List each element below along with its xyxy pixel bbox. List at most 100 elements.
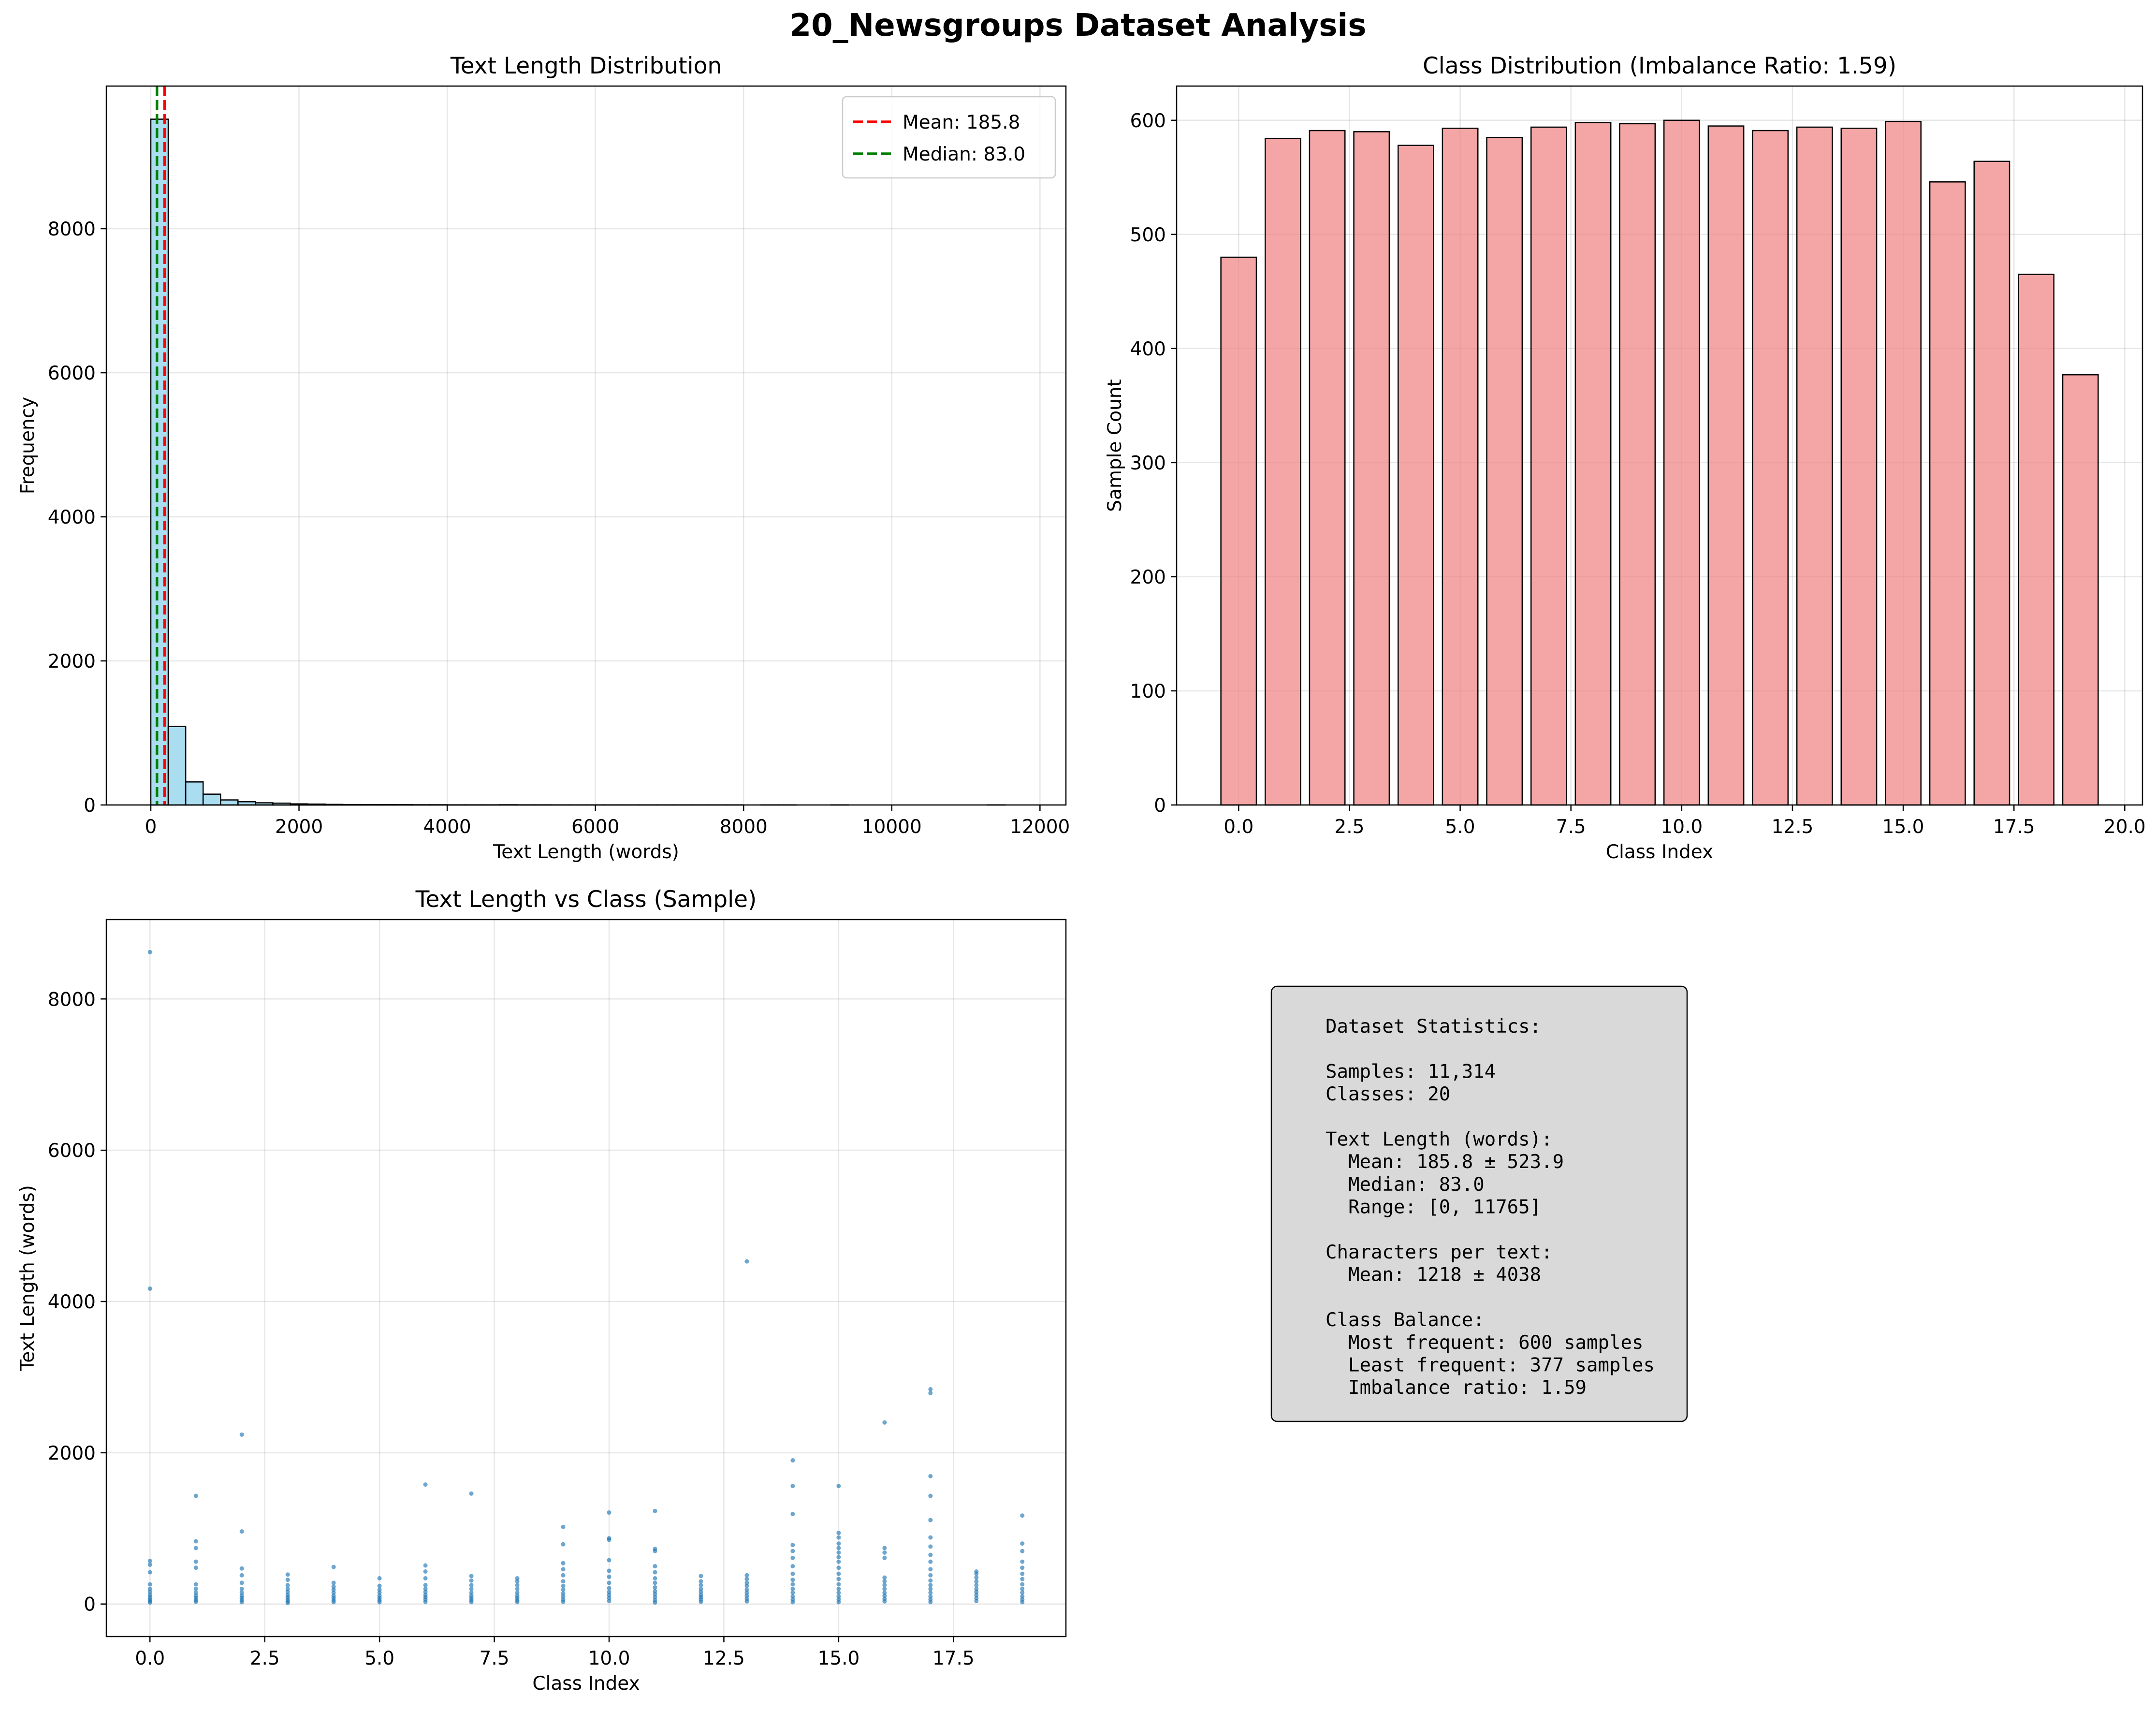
scatter-point — [193, 1590, 198, 1595]
scatter-point — [515, 1586, 520, 1591]
scatter-point — [744, 1573, 749, 1578]
histogram-bars — [150, 118, 1006, 806]
scatter-point — [377, 1587, 382, 1592]
y-axis-label: Frequency — [17, 397, 39, 494]
scatter-point — [331, 1587, 336, 1592]
dataset-stats-box: Dataset Statistics: Samples: 11,314Classe… — [1270, 985, 1688, 1422]
scatter-point — [147, 1590, 152, 1594]
scatter-point — [653, 1600, 657, 1605]
scatter-point — [469, 1586, 474, 1591]
scatter-point — [699, 1586, 703, 1591]
scatter-point — [1020, 1549, 1025, 1553]
y-tick-label: 200 — [1130, 567, 1166, 588]
class-bars — [1220, 119, 2099, 806]
class-bar — [1486, 136, 1523, 806]
scatter-point — [744, 1590, 749, 1595]
scatter-point — [331, 1565, 336, 1569]
class-bar — [1530, 126, 1567, 806]
scatter-point — [147, 1559, 152, 1564]
scatter-point — [607, 1586, 612, 1591]
scatter-point — [561, 1567, 566, 1572]
scatter-point — [561, 1561, 566, 1565]
scatter-point — [928, 1594, 933, 1599]
class-bar — [1309, 130, 1346, 806]
y-tick-label: 2000 — [48, 651, 96, 673]
scatter-point — [423, 1576, 428, 1581]
scatter-point — [285, 1600, 290, 1605]
scatter-point — [561, 1594, 566, 1599]
scatter-point — [974, 1575, 979, 1580]
scatter-point — [974, 1579, 979, 1584]
y-tick-label: 8000 — [48, 219, 96, 240]
y-tick-label: 0 — [1154, 795, 1166, 817]
scatter-point — [147, 1562, 152, 1567]
scatter-point — [331, 1600, 336, 1605]
scatter-point — [790, 1582, 795, 1587]
legend: Mean: 185.8 Median: 83.0 — [842, 96, 1056, 179]
scatter-point — [285, 1586, 290, 1591]
scatter-point — [147, 1600, 152, 1605]
x-tick-label: 12000 — [1010, 816, 1070, 838]
x-tick-label: 0.0 — [1224, 816, 1253, 838]
y-tick-label: 0 — [84, 795, 96, 817]
scatter-point — [790, 1571, 795, 1576]
scatter-point — [836, 1531, 841, 1536]
scatter-point — [239, 1566, 244, 1571]
axes-title: Class Distribution (Imbalance Ratio: 1.5… — [1423, 53, 1896, 79]
stats-line: Range: [0, 11765] — [1326, 1197, 1541, 1218]
scatter-point — [147, 1570, 152, 1575]
scatter-point — [377, 1576, 382, 1581]
scatter-point — [377, 1600, 382, 1605]
scatter-point — [423, 1586, 428, 1591]
scatter-point — [744, 1259, 749, 1264]
scatter-point — [193, 1539, 198, 1544]
scatter-point — [974, 1583, 979, 1588]
class-bar — [1574, 122, 1612, 806]
class-bar — [2062, 374, 2099, 806]
y-axis-label: Text Length (words) — [17, 1185, 39, 1372]
stats-line: Classes: 20 — [1326, 1083, 1450, 1105]
scatter-point — [147, 1586, 152, 1591]
x-tick-label: 2.5 — [1334, 816, 1364, 838]
scatter-point — [882, 1555, 887, 1560]
scatter-point — [239, 1573, 244, 1578]
scatter-point — [882, 1546, 887, 1550]
class-bar — [1840, 128, 1878, 806]
class-bar — [1619, 123, 1656, 806]
scatter-point — [836, 1600, 841, 1605]
scatter-point — [515, 1576, 520, 1581]
scatter-point — [423, 1583, 428, 1588]
scatter-point — [469, 1491, 474, 1496]
scatter-point — [561, 1524, 566, 1529]
x-tick-label: 8000 — [720, 816, 768, 838]
stats-line: Text Length (words): — [1326, 1129, 1553, 1151]
scatter-point — [193, 1559, 198, 1564]
scatter-point — [653, 1589, 657, 1594]
scatter-point — [607, 1598, 612, 1603]
scatter-point — [974, 1593, 979, 1597]
scatter-point — [882, 1550, 887, 1555]
scatter-point — [928, 1573, 933, 1578]
scatter-point — [928, 1493, 933, 1498]
scatter-point — [836, 1546, 841, 1550]
x-axis-label: Class Index — [532, 1673, 640, 1695]
scatter-point — [193, 1546, 198, 1550]
scatter-point — [790, 1512, 795, 1517]
scatter-point — [607, 1568, 612, 1573]
scatter-point — [285, 1578, 290, 1582]
scatter-point — [193, 1599, 198, 1604]
scatter-point — [469, 1600, 474, 1605]
scatter-point — [974, 1595, 979, 1600]
scatter-point — [239, 1586, 244, 1591]
scatter-point — [790, 1590, 795, 1595]
x-tick-label: 5.0 — [1445, 816, 1475, 838]
scatter-point — [882, 1590, 887, 1595]
class-bar — [1265, 138, 1301, 806]
scatter-point — [974, 1590, 979, 1594]
stats-line: Least frequent: 377 samples — [1326, 1355, 1655, 1376]
x-tick-label: 12.5 — [1772, 816, 1814, 838]
scatter-point — [607, 1510, 612, 1515]
scatter-point — [515, 1600, 520, 1605]
scatter-point — [836, 1594, 841, 1599]
